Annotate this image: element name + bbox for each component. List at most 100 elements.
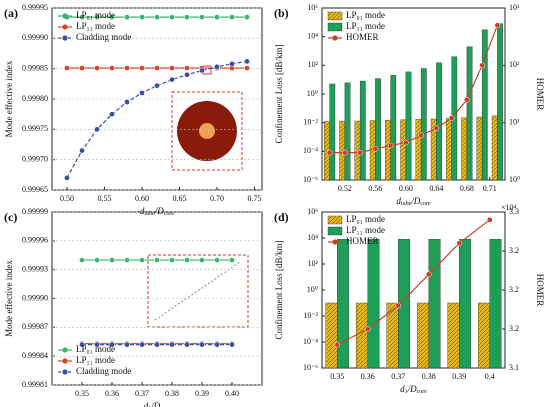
panel-label: (b) (274, 6, 289, 20)
series-line (336, 219, 491, 346)
x-label-part: d (400, 384, 405, 394)
marker (109, 111, 115, 118)
y-tick-label: 10⁻² (303, 311, 318, 320)
y-tick-label: 0.99965 (22, 185, 48, 194)
bar-hatch (446, 118, 452, 180)
y-tick-label: 0.99980 (22, 94, 48, 103)
bar (367, 239, 380, 369)
bar-hatch (447, 303, 460, 368)
y-axis-label: Confinement Loss [dB/km] (274, 241, 284, 340)
legend-swatch (327, 22, 343, 32)
x-label-part: tube (401, 201, 412, 207)
bar (420, 68, 427, 181)
x-tick-label: 0.39 (195, 389, 209, 398)
bar-hatch (431, 119, 437, 180)
y2-tick-label: 3.3 (509, 207, 519, 216)
marker (109, 14, 115, 20)
marker (387, 142, 394, 149)
bar (329, 83, 336, 181)
y-tick-label: 10⁶ (307, 3, 318, 12)
marker (372, 145, 379, 152)
marker (244, 14, 250, 20)
marker (169, 257, 175, 263)
y-tick-label: 0.99984 (22, 351, 48, 360)
bar-hatch (415, 119, 422, 180)
marker (326, 149, 333, 156)
bar-hatch (492, 115, 498, 180)
bar (390, 75, 397, 181)
marker (154, 82, 160, 89)
legend-hatch (328, 216, 342, 224)
bar (481, 29, 488, 181)
y-tick-label: 10⁶ (307, 207, 318, 216)
x-axis-label: dtube/Dcore (396, 196, 431, 207)
marker (79, 341, 85, 348)
y-tick-label: 10² (308, 60, 319, 69)
marker (244, 65, 250, 71)
marker (124, 257, 130, 263)
x-tick-label: 0.36 (105, 389, 119, 398)
legend-swatch (327, 226, 343, 236)
bar-hatch (386, 303, 399, 368)
marker (433, 125, 440, 132)
x-tick-label: 0.60 (399, 184, 413, 193)
marker (403, 139, 409, 146)
marker (169, 341, 175, 348)
bar-hatch (356, 303, 368, 368)
x-label-part: core (417, 389, 428, 395)
marker (169, 14, 175, 20)
legend-marker (62, 24, 68, 30)
x-label-part: d (140, 206, 145, 216)
legend-marker (62, 13, 68, 19)
legend-label: LP₁₁ mode (76, 355, 115, 365)
marker (94, 126, 100, 133)
y2-tick-label: 3.1 (509, 363, 519, 372)
x-tick-label: 0.60 (135, 194, 149, 203)
x-tick-label: 0.37 (135, 389, 149, 398)
marker (486, 216, 493, 223)
legend-label: LP₀₁ mode (76, 10, 115, 20)
x-label-part: tube (144, 211, 155, 217)
bar (375, 78, 381, 181)
x-label-part: d (144, 401, 149, 407)
marker (139, 14, 145, 20)
x-tick-label: 0.35 (330, 372, 344, 381)
marker (139, 341, 145, 348)
x-label-part: /D (410, 196, 421, 206)
x-label-part: /D (407, 384, 418, 394)
y-axis-label: Confinement Loss [dB/km] (274, 45, 284, 144)
x-tick-label: 0.71 (483, 184, 497, 193)
legend-label: Cladding mode (76, 32, 131, 42)
marker (124, 99, 130, 105)
marker (79, 14, 85, 20)
marker (124, 341, 130, 348)
x-tick-label: 0.68 (460, 184, 474, 193)
marker (244, 58, 250, 65)
marker (342, 149, 348, 156)
x-tick-label: 0.38 (165, 389, 179, 398)
legend-label: Cladding mode (76, 366, 131, 376)
y2-tick-label: 10¹ (509, 117, 520, 126)
x-tick-label: 0.55 (98, 194, 112, 203)
bar (497, 23, 503, 181)
marker (456, 240, 463, 247)
marker (139, 257, 145, 263)
bar-hatch (461, 117, 467, 180)
legend-label: LP₁₁ mode (346, 21, 385, 31)
marker (94, 257, 100, 263)
bar-hatch (385, 120, 391, 180)
marker (154, 341, 160, 348)
legend-marker (62, 35, 68, 41)
y2-tick-label: 10⁰ (509, 175, 520, 184)
legend-marker (62, 347, 68, 353)
bar-hatch (478, 303, 490, 368)
marker (184, 71, 190, 78)
bar (489, 239, 502, 369)
x-tick-label: 0.40 (225, 389, 239, 398)
legend-label: LP₀₁ mode (346, 10, 385, 20)
x-tick-label: 0.4 (485, 372, 495, 381)
marker (229, 60, 235, 67)
marker (64, 65, 70, 71)
x-tick-label: 0.56 (368, 184, 382, 193)
